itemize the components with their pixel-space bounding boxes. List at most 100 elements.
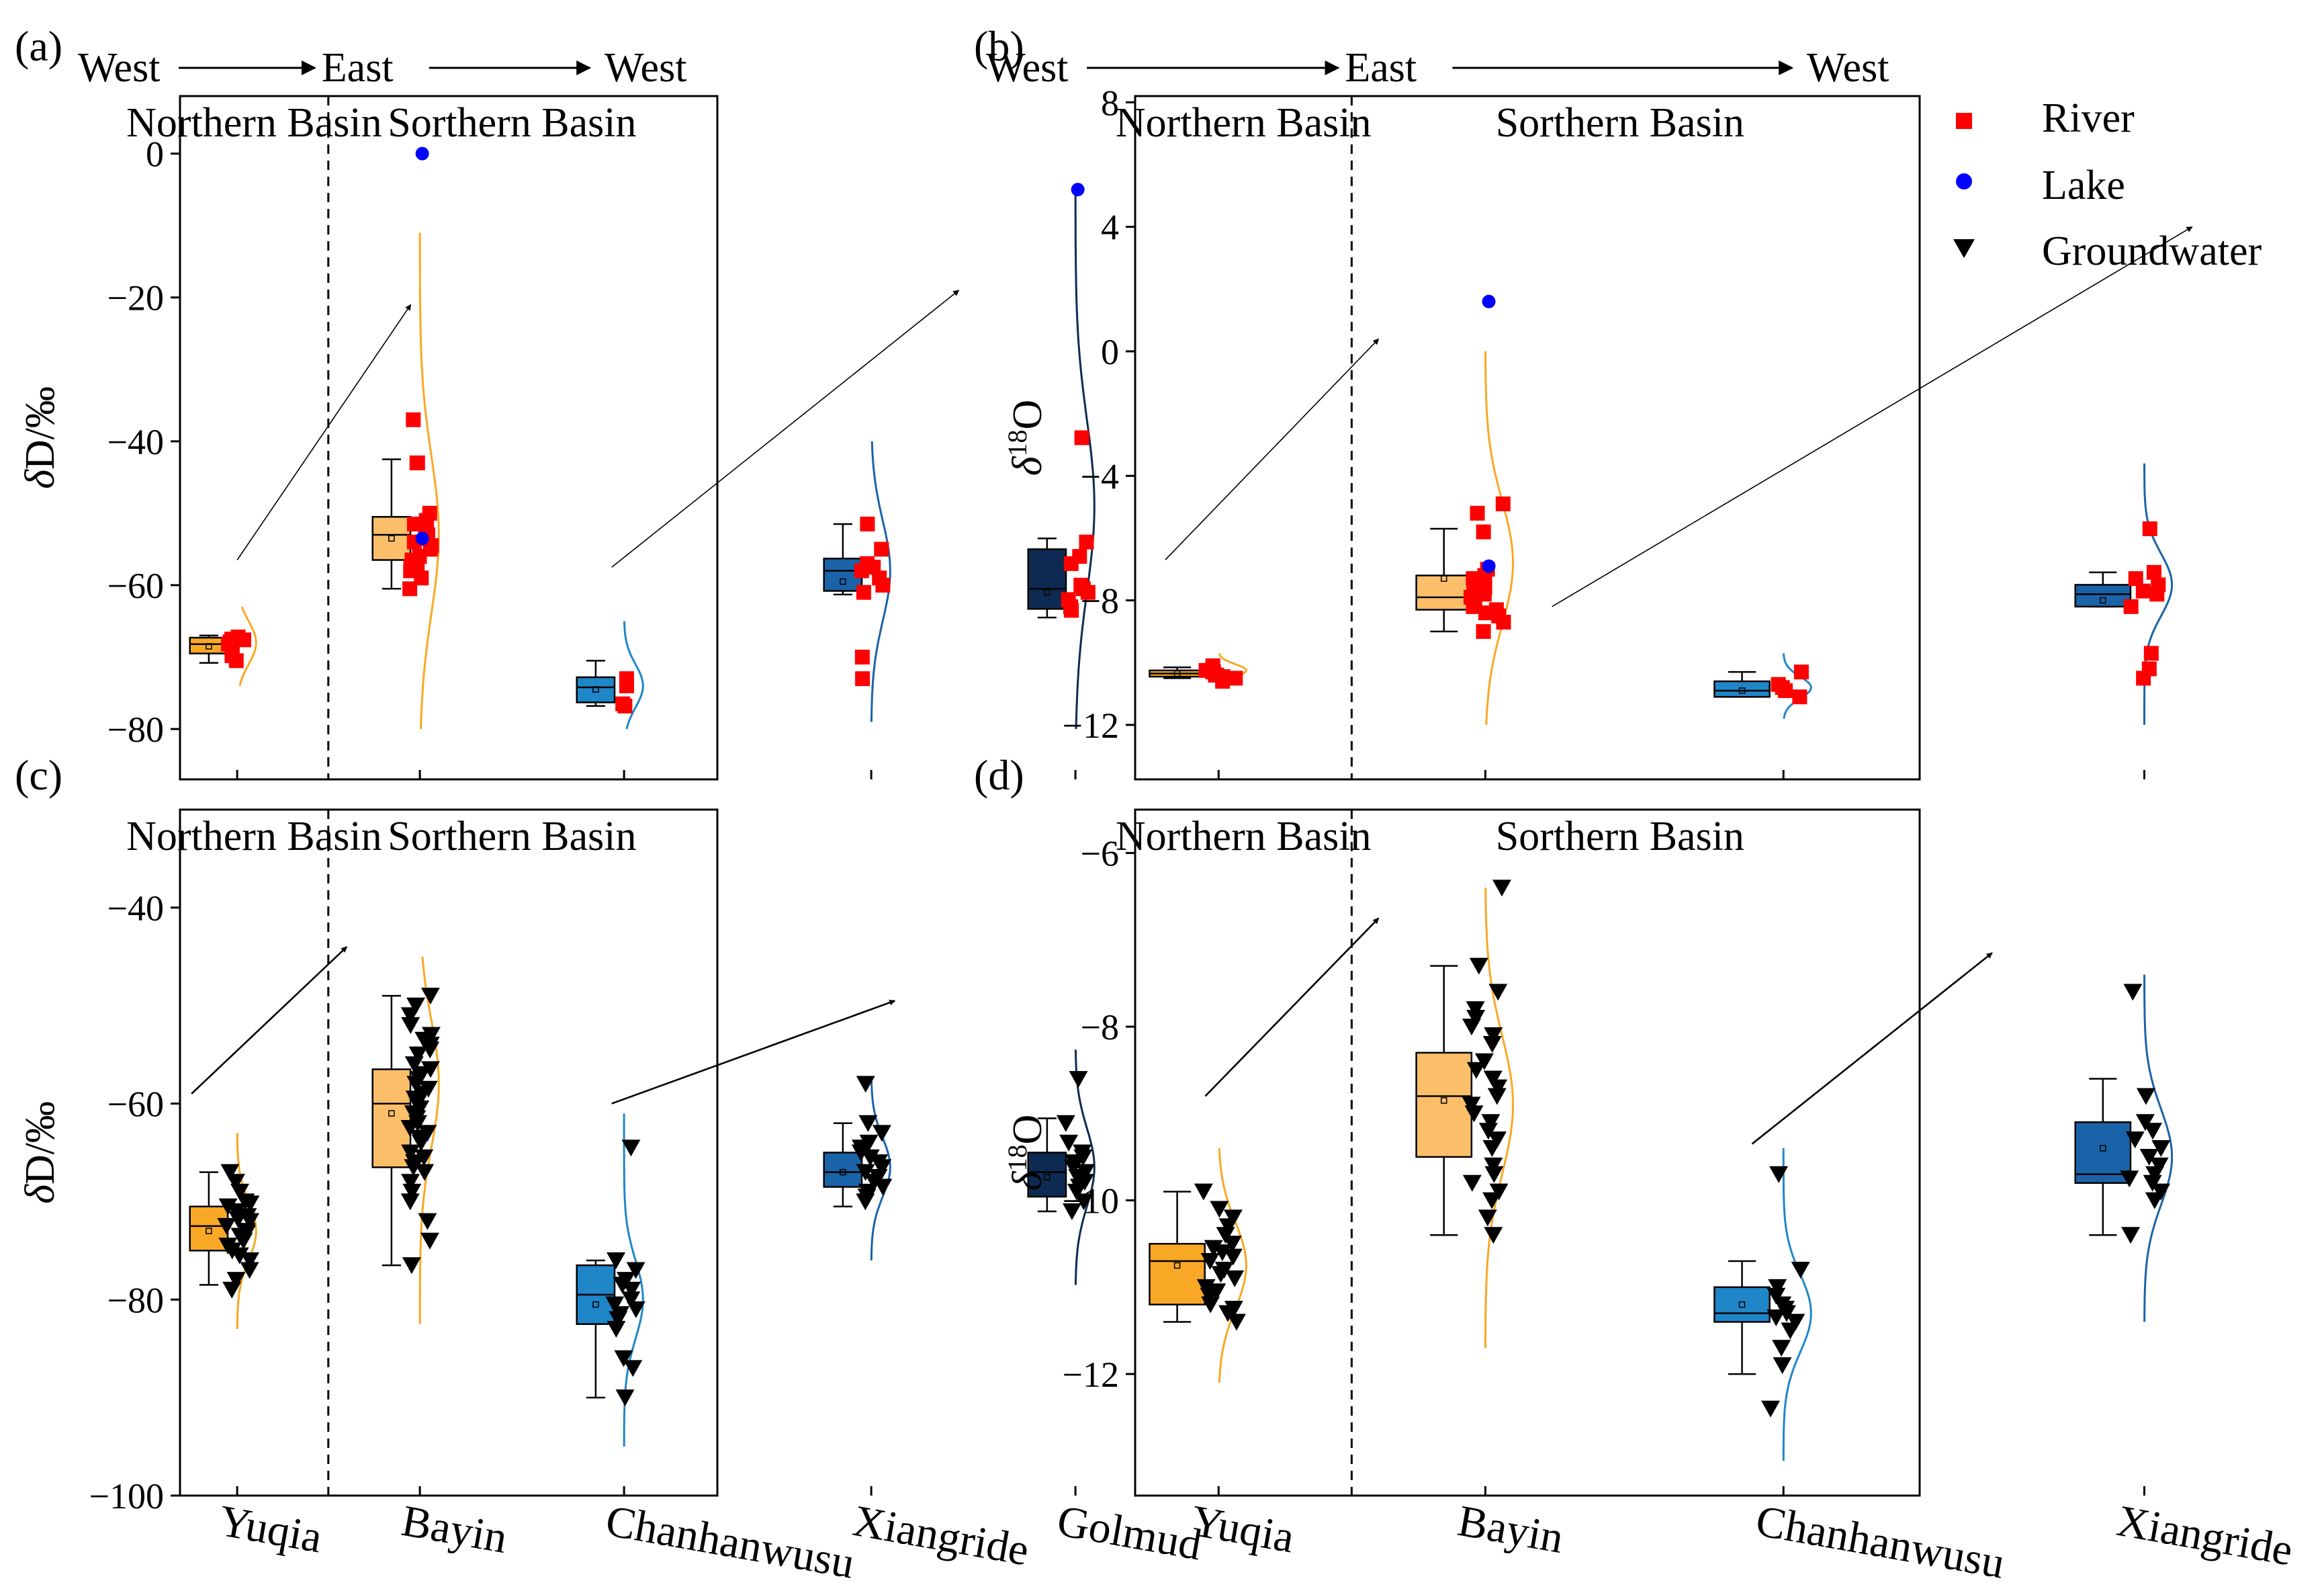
groundwater-point	[1201, 1296, 1220, 1314]
trend-arrow	[1165, 338, 1380, 560]
y-axis-label: δD/‰	[17, 1101, 63, 1204]
box-xiangride	[2074, 463, 2174, 725]
groundwater-point	[404, 1159, 423, 1176]
groundwater-point	[607, 1321, 626, 1338]
groundwater-point	[1761, 1400, 1781, 1418]
box-mean	[1173, 670, 1181, 677]
groundwater-point	[607, 1252, 626, 1269]
groundwater-point	[420, 1232, 439, 1250]
box-mean	[1044, 1174, 1051, 1180]
region-label-southern: Sorthern Basin	[1496, 100, 1744, 146]
groundwater-point	[2143, 1174, 2162, 1192]
groundwater-point	[1767, 1309, 1786, 1327]
box-mean	[1440, 1097, 1447, 1104]
groundwater-point	[1207, 1283, 1226, 1301]
groundwater-point	[1482, 1035, 1502, 1053]
groundwater-point	[1484, 1157, 1503, 1174]
panel-2: (b) 8 4 0 −4 −8 −12 δ18O Northern Basin Sorthern …	[974, 22, 2193, 781]
groundwater-point	[1769, 1166, 1789, 1183]
groundwater-point	[2151, 1140, 2171, 1158]
y-axis-label: δ18O	[1002, 1115, 1051, 1191]
groundwater-point	[2136, 1088, 2155, 1105]
groundwater-point	[2125, 1131, 2145, 1149]
groundwater-point	[400, 1007, 420, 1025]
trend-arrow	[191, 946, 348, 1094]
box-mean	[2100, 1145, 2106, 1152]
groundwater-point	[240, 1252, 259, 1269]
groundwater-point	[400, 1120, 420, 1137]
river-point	[1793, 664, 1809, 680]
groundwater-point	[1210, 1201, 1229, 1218]
groundwater-point	[1466, 1001, 1485, 1019]
river-point	[856, 585, 871, 600]
panel-label: (d)	[974, 751, 1024, 799]
river-point	[2135, 583, 2151, 599]
groundwater-point	[1194, 1183, 1213, 1201]
x-tick-label: Xiangride	[850, 1496, 1033, 1576]
groundwater-point	[1488, 1079, 1508, 1096]
river-point	[1079, 534, 1094, 550]
groundwater-point	[1076, 1164, 1096, 1181]
groundwater-point	[401, 1144, 420, 1162]
groundwater-point	[1478, 1123, 1498, 1140]
density-curve	[623, 621, 644, 730]
river-point	[406, 516, 422, 531]
lake-point	[415, 146, 429, 161]
river-point	[1466, 571, 1481, 587]
groundwater-point	[1487, 1088, 1507, 1105]
groundwater-point	[230, 1247, 249, 1264]
density-curve	[418, 956, 440, 1324]
y-tick-label: −10	[1063, 1181, 1119, 1221]
river-point	[2149, 587, 2165, 602]
legend: River Lake Groundwater	[1953, 95, 2262, 274]
groundwater-point	[621, 1139, 641, 1157]
box-mean	[206, 643, 212, 650]
box-body	[1713, 1286, 1771, 1323]
groundwater-point	[1226, 1314, 1246, 1331]
groundwater-point	[1478, 1209, 1497, 1227]
box-mean	[840, 578, 846, 585]
groundwater-point	[401, 1017, 420, 1034]
river-point	[854, 563, 869, 578]
groundwater-point	[1773, 1357, 1792, 1375]
density-curve	[236, 1133, 257, 1330]
groundwater-point	[2135, 1114, 2155, 1131]
plot-frame	[179, 95, 719, 781]
x-tick-label: Chanhanwusu	[1752, 1496, 2008, 1588]
groundwater-point	[860, 1149, 880, 1166]
groundwater-point	[1772, 1340, 1791, 1357]
box-mean	[1044, 589, 1051, 596]
region-label-northern: Northern Basin	[126, 814, 382, 859]
groundwater-point	[1462, 1174, 1482, 1192]
groundwater-point	[1211, 1266, 1231, 1283]
groundwater-point	[400, 1193, 420, 1211]
groundwater-point	[611, 1306, 630, 1324]
river-point	[406, 412, 421, 427]
density-curve	[1783, 653, 1812, 719]
groundwater-point	[2120, 1170, 2139, 1188]
box-mean	[1173, 1262, 1181, 1269]
river-point	[1075, 581, 1091, 597]
y-tick-label: −8	[1081, 581, 1119, 621]
y-tick-label: −20	[107, 278, 164, 318]
groundwater-point	[1223, 1248, 1243, 1266]
river-point	[2123, 599, 2139, 614]
region-label-northern: Northern Basin	[1116, 100, 1372, 146]
groundwater-point	[868, 1168, 888, 1186]
groundwater-point	[1469, 957, 1488, 975]
y-tick-label: −4	[1081, 456, 1119, 497]
box-mean	[592, 1301, 599, 1308]
groundwater-point	[1059, 1134, 1079, 1152]
groundwater-point	[1768, 1279, 1787, 1296]
y-tick-label: −60	[107, 1084, 164, 1125]
groundwater-point	[405, 1090, 424, 1108]
box-mean	[1738, 1301, 1746, 1308]
groundwater-point	[873, 1159, 892, 1176]
region-label-northern: Northern Basin	[126, 100, 382, 146]
groundwater-point	[237, 1225, 257, 1242]
plot-frame	[1134, 95, 1921, 781]
river-point	[402, 581, 418, 597]
groundwater-point	[407, 1110, 427, 1127]
groundwater-point	[615, 1389, 635, 1407]
y-tick-label: 0	[146, 134, 164, 175]
